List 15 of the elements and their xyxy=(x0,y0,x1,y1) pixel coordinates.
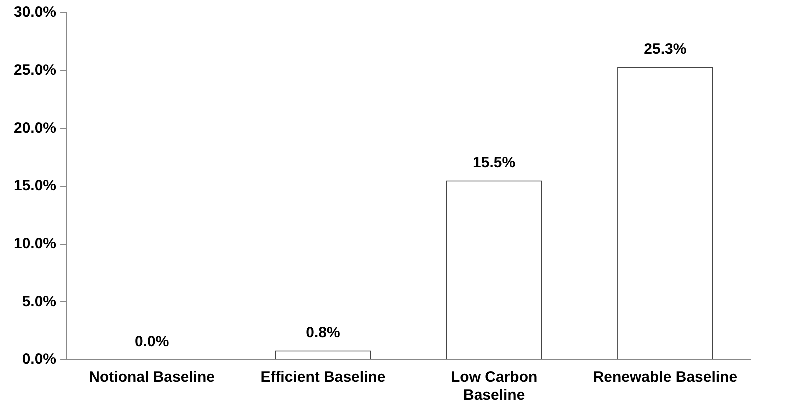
y-tick-label: 10.0% xyxy=(14,235,57,252)
data-label: 15.5% xyxy=(473,154,516,172)
x-tick-label: Low Carbon Baseline xyxy=(450,369,538,404)
y-tick-label: 5.0% xyxy=(22,293,57,310)
x-tick-label: Renewable Baseline xyxy=(593,369,738,386)
y-tick-label: 15.0% xyxy=(14,178,57,195)
data-label: 25.3% xyxy=(644,41,687,58)
x-tick-label: Notional Baseline xyxy=(89,369,216,386)
data-label: 0.8% xyxy=(306,324,340,342)
y-tick-label: 30.0% xyxy=(14,4,57,22)
y-tick-label: 20.0% xyxy=(14,120,57,137)
x-tick-label: Efficient Baseline xyxy=(260,369,386,386)
data-label: 0.0% xyxy=(134,334,170,351)
y-tick-label: 0.0% xyxy=(22,351,57,368)
y-tick-label: 25.0% xyxy=(14,62,57,79)
